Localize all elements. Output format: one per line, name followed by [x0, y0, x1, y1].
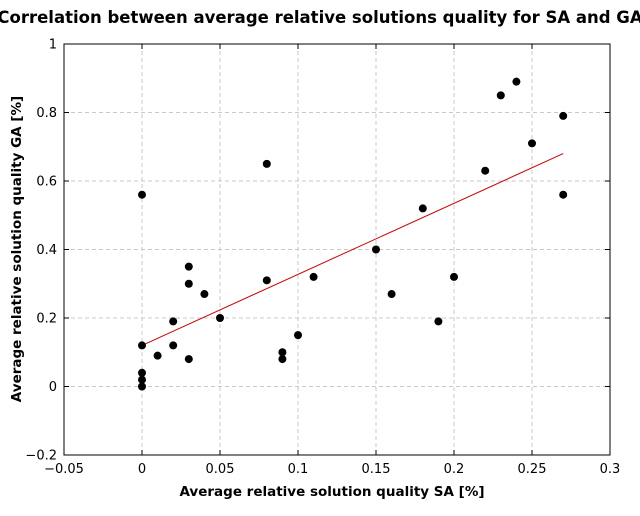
data-point — [169, 317, 178, 326]
data-point — [138, 368, 146, 377]
data-point — [512, 77, 521, 86]
x-tick-label: 0 — [138, 462, 146, 477]
data-point — [434, 317, 443, 326]
y-tick-label: 0.4 — [36, 243, 57, 258]
data-point — [138, 375, 146, 384]
data-point — [496, 91, 505, 100]
x-tick-label: 0.3 — [600, 462, 621, 477]
y-tick-label: 1 — [49, 38, 57, 53]
data-point — [138, 190, 146, 199]
data-point — [138, 382, 146, 391]
trendline-group — [141, 153, 564, 346]
x-tick-label: 0.05 — [206, 462, 235, 477]
data-point — [216, 314, 224, 322]
data-point — [450, 272, 458, 281]
data-point — [528, 139, 536, 148]
x-tick-label: 0.1 — [288, 462, 309, 477]
data-point — [309, 272, 318, 281]
axis-ticks: −0.05 0 0.05 0.1 0.15 0.2 0.25 0.3 −0.2 0 0.2 0.4 0.… — [25, 38, 620, 478]
y-tick-label: −0.2 — [25, 449, 57, 464]
y-tick-label: 0.2 — [36, 312, 57, 327]
data-point — [278, 355, 287, 364]
x-tick-label: 0.2 — [444, 462, 465, 477]
y-axis-label: Average relative solution quality GA [%] — [9, 96, 25, 402]
data-point — [387, 290, 396, 299]
data-point — [200, 290, 209, 299]
y-tick-label: 0.8 — [36, 106, 57, 121]
x-axis-label: Average relative solution quality SA [%] — [179, 484, 484, 500]
data-points — [138, 77, 568, 391]
x-tick-label: −0.05 — [44, 462, 84, 477]
data-point — [559, 190, 568, 199]
data-point — [169, 341, 178, 350]
data-point — [481, 166, 490, 175]
grid-lines — [64, 44, 610, 455]
data-point — [184, 355, 193, 364]
y-tick-label: 0 — [49, 380, 57, 395]
data-point — [184, 262, 193, 271]
x-tick-label: 0.15 — [362, 462, 391, 477]
data-point — [153, 351, 162, 360]
data-point — [138, 341, 146, 350]
data-point — [418, 204, 427, 213]
data-point — [184, 279, 193, 288]
data-point — [294, 331, 302, 340]
y-tick-label: 0.6 — [36, 175, 57, 190]
chart-title: Correlation between average relative sol… — [0, 8, 640, 27]
data-point — [262, 159, 271, 168]
x-tick-label: 0.25 — [518, 462, 547, 477]
data-point — [372, 245, 380, 254]
trendline — [141, 153, 564, 346]
data-point — [278, 348, 287, 357]
data-point — [262, 276, 271, 285]
data-point — [559, 111, 568, 120]
